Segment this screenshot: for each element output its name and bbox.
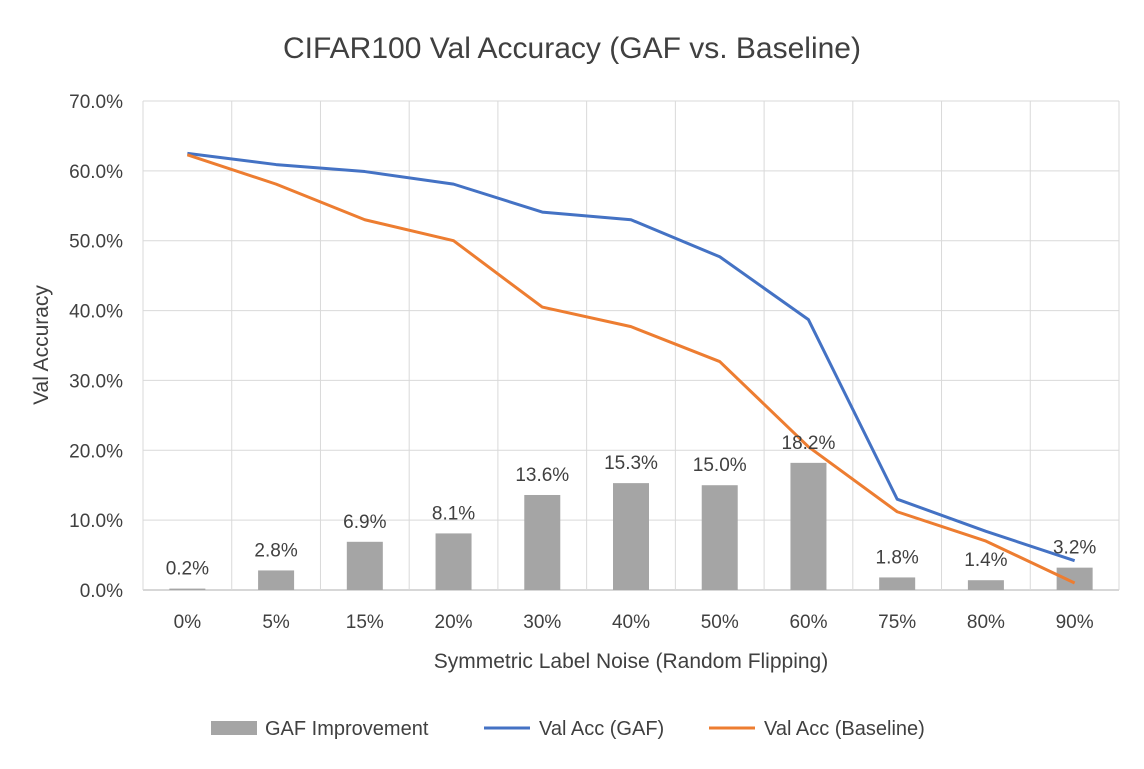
legend-label: GAF Improvement xyxy=(265,718,429,740)
y-tick-label: 30.0% xyxy=(69,371,123,392)
bar xyxy=(1056,567,1093,590)
bar xyxy=(967,580,1004,590)
y-tick-label: 10.0% xyxy=(69,511,123,532)
series-line xyxy=(187,151,1076,563)
data-label: 1.8% xyxy=(876,547,919,568)
x-tick-label: 30% xyxy=(523,612,561,633)
bar-series xyxy=(169,462,1093,590)
x-tick-label: 80% xyxy=(967,612,1005,633)
bar xyxy=(613,483,649,590)
bar xyxy=(524,494,561,590)
y-tick-label: 50.0% xyxy=(69,232,123,253)
x-tick-label: 20% xyxy=(435,612,473,633)
x-tick-label: 75% xyxy=(878,612,916,633)
bar xyxy=(790,462,827,590)
x-axis-title: Symmetric Label Noise (Random Flipping) xyxy=(434,650,828,673)
legend-swatch xyxy=(211,721,257,735)
data-labels: 0.2% 2.8% 6.9% 8.1% 13.6% 15.3% 15.0% 18.2% 1.8%… xyxy=(166,433,1097,580)
bar xyxy=(346,541,383,590)
y-tick-label: 0.0% xyxy=(80,581,123,602)
bar xyxy=(258,570,295,590)
x-tick-label: 15% xyxy=(346,612,384,633)
data-label: 18.2% xyxy=(782,433,836,454)
data-label: 15.3% xyxy=(604,453,658,474)
y-axis-title: Val Accuracy xyxy=(30,285,53,405)
data-label: 2.8% xyxy=(254,540,297,561)
x-tick-label: 90% xyxy=(1056,612,1094,633)
x-tick-label: 40% xyxy=(612,612,650,633)
chart-title: CIFAR100 Val Accuracy (GAF vs. Baseline) xyxy=(283,32,861,65)
line-series xyxy=(186,151,1076,585)
data-label: 15.0% xyxy=(693,455,747,476)
data-label: 6.9% xyxy=(343,512,386,533)
x-axis-ticks: 0% 5% 15% 20% 30% 40% 50% 60% 75% 80% 90% xyxy=(174,612,1094,633)
bar xyxy=(435,533,472,590)
data-label: 13.6% xyxy=(515,465,569,486)
gridlines xyxy=(142,100,1120,591)
y-tick-label: 40.0% xyxy=(69,302,123,323)
x-tick-label: 50% xyxy=(701,612,739,633)
x-tick-label: 5% xyxy=(262,612,290,633)
data-label: 1.4% xyxy=(964,550,1007,571)
x-tick-label: 0% xyxy=(174,612,202,633)
y-axis-ticks: 0.0% 10.0% 20.0% 30.0% 40.0% 50.0% 60.0% 70.0% xyxy=(69,92,123,602)
y-tick-label: 60.0% xyxy=(69,162,123,183)
legend: GAF Improvement Val Acc (GAF) Val Acc (Bas… xyxy=(211,718,925,740)
series-line xyxy=(186,153,1076,585)
y-tick-label: 20.0% xyxy=(69,441,123,462)
y-tick-label: 70.0% xyxy=(69,92,123,113)
bar xyxy=(701,485,738,590)
legend-label: Val Acc (GAF) xyxy=(539,718,664,740)
legend-label: Val Acc (Baseline) xyxy=(764,718,925,740)
data-label: 8.1% xyxy=(432,503,475,524)
data-label: 3.2% xyxy=(1053,538,1096,559)
bar xyxy=(169,588,206,590)
data-label: 0.2% xyxy=(166,559,209,580)
bar xyxy=(879,577,916,590)
x-tick-label: 60% xyxy=(789,612,827,633)
